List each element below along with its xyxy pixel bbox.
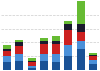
- Bar: [15, 40, 23, 42]
- Bar: [64, 56, 72, 70]
- Bar: [3, 62, 11, 70]
- Bar: [3, 51, 11, 56]
- Bar: [28, 61, 36, 62]
- Bar: [89, 53, 97, 55]
- Bar: [40, 38, 48, 41]
- Bar: [28, 58, 36, 61]
- Bar: [40, 44, 48, 54]
- Bar: [52, 62, 60, 70]
- Bar: [89, 55, 97, 56]
- Bar: [52, 54, 60, 62]
- Bar: [40, 54, 48, 61]
- Bar: [89, 56, 97, 60]
- Bar: [15, 42, 23, 46]
- Bar: [3, 45, 11, 49]
- Bar: [77, 41, 85, 49]
- Bar: [77, 24, 85, 32]
- Bar: [64, 45, 72, 56]
- Bar: [40, 41, 48, 44]
- Bar: [64, 30, 72, 45]
- Bar: [89, 64, 97, 70]
- Bar: [89, 60, 97, 64]
- Bar: [77, 32, 85, 41]
- Bar: [15, 46, 23, 54]
- Bar: [77, 49, 85, 70]
- Bar: [64, 21, 72, 24]
- Bar: [3, 56, 11, 62]
- Bar: [28, 66, 36, 68]
- Bar: [40, 61, 48, 70]
- Bar: [77, 0, 85, 24]
- Bar: [28, 68, 36, 70]
- Bar: [15, 54, 23, 61]
- Bar: [3, 49, 11, 51]
- Bar: [52, 44, 60, 54]
- Bar: [28, 62, 36, 66]
- Bar: [15, 61, 23, 70]
- Bar: [64, 24, 72, 30]
- Bar: [52, 41, 60, 44]
- Bar: [52, 36, 60, 41]
